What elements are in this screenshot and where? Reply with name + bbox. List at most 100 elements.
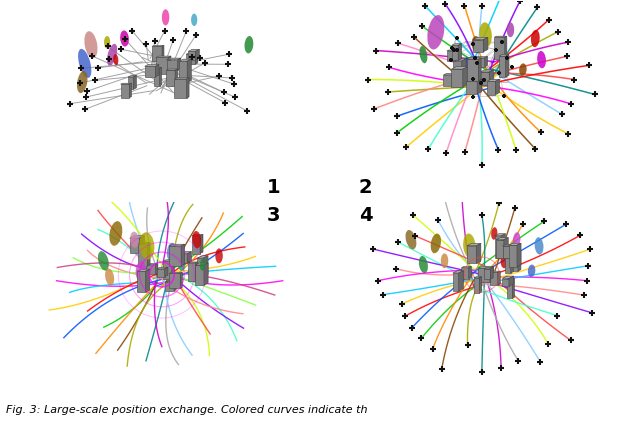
Polygon shape bbox=[175, 252, 191, 254]
Polygon shape bbox=[196, 262, 198, 281]
Polygon shape bbox=[509, 243, 521, 246]
Polygon shape bbox=[474, 58, 477, 72]
Polygon shape bbox=[473, 41, 483, 53]
Ellipse shape bbox=[120, 31, 129, 47]
Polygon shape bbox=[466, 82, 477, 95]
Polygon shape bbox=[473, 59, 484, 67]
Text: 1: 1 bbox=[266, 178, 280, 197]
Polygon shape bbox=[120, 84, 131, 85]
Polygon shape bbox=[454, 62, 461, 70]
Text: 4: 4 bbox=[358, 205, 372, 224]
Polygon shape bbox=[188, 52, 195, 61]
Text: Fig. 3: Large-scale position exchange. Colored curves indicate th: Fig. 3: Large-scale position exchange. C… bbox=[6, 404, 368, 414]
Polygon shape bbox=[504, 259, 511, 273]
Polygon shape bbox=[451, 70, 463, 88]
Polygon shape bbox=[518, 251, 521, 272]
Polygon shape bbox=[461, 59, 466, 70]
Polygon shape bbox=[501, 234, 506, 258]
Polygon shape bbox=[459, 271, 463, 292]
Polygon shape bbox=[157, 268, 168, 269]
Ellipse shape bbox=[162, 10, 170, 26]
Polygon shape bbox=[156, 66, 159, 78]
Polygon shape bbox=[513, 279, 515, 299]
Polygon shape bbox=[499, 55, 509, 57]
Text: 3: 3 bbox=[266, 205, 280, 224]
Ellipse shape bbox=[472, 37, 482, 54]
Polygon shape bbox=[507, 279, 515, 280]
Polygon shape bbox=[129, 236, 145, 239]
Ellipse shape bbox=[136, 261, 146, 281]
Polygon shape bbox=[137, 272, 145, 293]
Polygon shape bbox=[496, 240, 504, 258]
Polygon shape bbox=[473, 38, 488, 41]
Polygon shape bbox=[145, 270, 150, 293]
Polygon shape bbox=[179, 78, 186, 89]
Polygon shape bbox=[156, 58, 168, 75]
Ellipse shape bbox=[531, 31, 540, 48]
Polygon shape bbox=[129, 239, 140, 253]
Polygon shape bbox=[195, 266, 204, 286]
Ellipse shape bbox=[105, 269, 114, 286]
Polygon shape bbox=[480, 71, 493, 73]
Polygon shape bbox=[179, 62, 187, 83]
Ellipse shape bbox=[107, 45, 117, 66]
Polygon shape bbox=[451, 67, 468, 70]
Ellipse shape bbox=[167, 243, 177, 262]
Polygon shape bbox=[147, 243, 150, 266]
Ellipse shape bbox=[419, 47, 428, 64]
Polygon shape bbox=[179, 60, 191, 62]
Ellipse shape bbox=[441, 254, 448, 269]
Polygon shape bbox=[200, 235, 203, 254]
Polygon shape bbox=[166, 60, 178, 70]
Polygon shape bbox=[188, 50, 200, 52]
Polygon shape bbox=[476, 244, 481, 264]
Polygon shape bbox=[138, 244, 147, 266]
Polygon shape bbox=[483, 38, 488, 53]
Polygon shape bbox=[467, 60, 479, 82]
Polygon shape bbox=[495, 38, 505, 60]
Polygon shape bbox=[195, 54, 198, 65]
Polygon shape bbox=[204, 256, 208, 277]
Polygon shape bbox=[467, 246, 476, 264]
Polygon shape bbox=[154, 68, 161, 69]
Ellipse shape bbox=[98, 252, 109, 271]
Polygon shape bbox=[495, 37, 507, 38]
Polygon shape bbox=[509, 246, 517, 267]
Polygon shape bbox=[163, 260, 175, 262]
Polygon shape bbox=[463, 67, 468, 88]
Polygon shape bbox=[187, 79, 189, 99]
Polygon shape bbox=[467, 59, 481, 60]
Polygon shape bbox=[504, 257, 513, 259]
Polygon shape bbox=[128, 78, 133, 90]
Polygon shape bbox=[502, 276, 514, 279]
Polygon shape bbox=[454, 59, 466, 62]
Polygon shape bbox=[166, 281, 176, 282]
Polygon shape bbox=[180, 273, 182, 289]
Polygon shape bbox=[120, 85, 129, 99]
Polygon shape bbox=[178, 59, 181, 70]
Polygon shape bbox=[166, 59, 181, 60]
Polygon shape bbox=[468, 59, 474, 72]
Polygon shape bbox=[452, 45, 461, 46]
Polygon shape bbox=[468, 267, 471, 279]
Ellipse shape bbox=[519, 64, 527, 77]
Ellipse shape bbox=[500, 254, 508, 269]
Polygon shape bbox=[188, 262, 198, 263]
Ellipse shape bbox=[464, 58, 470, 70]
Polygon shape bbox=[128, 76, 136, 78]
Polygon shape bbox=[484, 268, 493, 269]
Polygon shape bbox=[490, 273, 498, 285]
Polygon shape bbox=[444, 74, 455, 76]
Polygon shape bbox=[504, 238, 508, 258]
Polygon shape bbox=[517, 243, 521, 267]
Polygon shape bbox=[192, 236, 200, 254]
Ellipse shape bbox=[104, 37, 110, 49]
Polygon shape bbox=[192, 235, 203, 236]
Ellipse shape bbox=[215, 249, 223, 264]
Polygon shape bbox=[506, 55, 509, 78]
Ellipse shape bbox=[78, 50, 92, 79]
Ellipse shape bbox=[534, 238, 543, 255]
Ellipse shape bbox=[528, 265, 535, 277]
Polygon shape bbox=[156, 264, 158, 274]
Polygon shape bbox=[133, 76, 136, 90]
